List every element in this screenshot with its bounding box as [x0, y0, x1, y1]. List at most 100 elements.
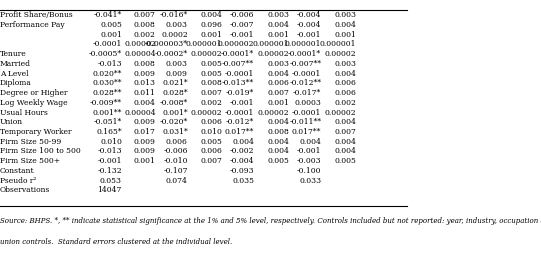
Text: 0.007: 0.007 [267, 89, 289, 97]
Text: 0.030**: 0.030** [93, 79, 122, 87]
Text: Union: Union [0, 118, 23, 126]
Text: -0.007**: -0.007** [289, 60, 321, 68]
Text: 0.033: 0.033 [299, 177, 321, 185]
Text: -0.016*: -0.016* [160, 11, 188, 19]
Text: 0.004: 0.004 [267, 21, 289, 29]
Text: Log Weekly Wage: Log Weekly Wage [0, 99, 68, 107]
Text: 0.00002: 0.00002 [325, 50, 356, 58]
Text: 0.00004: 0.00004 [124, 50, 156, 58]
Text: -0.001: -0.001 [230, 99, 254, 107]
Text: Firm Size 100 to 500: Firm Size 100 to 500 [0, 148, 81, 155]
Text: 0.000001: 0.000001 [285, 40, 321, 48]
Text: 0.096: 0.096 [200, 21, 222, 29]
Text: 0.000001: 0.000001 [320, 40, 356, 48]
Text: -0.013: -0.013 [97, 60, 122, 68]
Text: A Level: A Level [0, 70, 29, 78]
Text: -0.000003*: -0.000003* [145, 40, 188, 48]
Text: 0.004: 0.004 [299, 138, 321, 146]
Text: -0.0001*: -0.0001* [221, 50, 254, 58]
Text: -0.004: -0.004 [297, 11, 321, 19]
Text: 0.000001: 0.000001 [186, 40, 222, 48]
Text: 0.035: 0.035 [232, 177, 254, 185]
Text: 0.000002: 0.000002 [217, 40, 254, 48]
Text: Source: BHPS. *, ** indicate statistical significance at the 1% and 5% level, re: Source: BHPS. *, ** indicate statistical… [0, 217, 541, 225]
Text: 0.003: 0.003 [334, 60, 356, 68]
Text: Degree or Higher: Degree or Higher [0, 89, 68, 97]
Text: 0.004: 0.004 [134, 99, 156, 107]
Text: 0.007: 0.007 [200, 157, 222, 165]
Text: 0.010: 0.010 [100, 138, 122, 146]
Text: 0.007: 0.007 [334, 128, 356, 136]
Text: 0.028**: 0.028** [93, 89, 122, 97]
Text: 0.017**: 0.017** [292, 128, 321, 136]
Text: Married: Married [0, 60, 31, 68]
Text: -0.009**: -0.009** [90, 99, 122, 107]
Text: 0.006: 0.006 [267, 79, 289, 87]
Text: -0.004: -0.004 [230, 157, 254, 165]
Text: 0.006: 0.006 [334, 89, 356, 97]
Text: 0.001: 0.001 [267, 99, 289, 107]
Text: -0.019*: -0.019* [226, 89, 254, 97]
Text: -0.051*: -0.051* [94, 118, 122, 126]
Text: -0.004: -0.004 [297, 21, 321, 29]
Text: 0.009: 0.009 [134, 118, 156, 126]
Text: 0.00002: 0.00002 [258, 108, 289, 116]
Text: -0.012**: -0.012** [289, 79, 321, 87]
Text: 0.004: 0.004 [334, 70, 356, 78]
Text: 0.165*: 0.165* [96, 128, 122, 136]
Text: 0.005: 0.005 [200, 70, 222, 78]
Text: Temporary Worker: Temporary Worker [0, 128, 71, 136]
Text: 0.003: 0.003 [166, 60, 188, 68]
Text: 0.005: 0.005 [100, 21, 122, 29]
Text: 0.007: 0.007 [200, 89, 222, 97]
Text: -0.0005*: -0.0005* [89, 50, 122, 58]
Text: -0.001: -0.001 [297, 148, 321, 155]
Text: 0.004: 0.004 [334, 148, 356, 155]
Text: 0.00004: 0.00004 [124, 108, 156, 116]
Text: 0.004: 0.004 [267, 138, 289, 146]
Text: 0.004: 0.004 [200, 11, 222, 19]
Text: 0.001**: 0.001** [93, 108, 122, 116]
Text: -0.008*: -0.008* [160, 99, 188, 107]
Text: -0.013**: -0.013** [222, 79, 254, 87]
Text: 0.004: 0.004 [334, 118, 356, 126]
Text: 0.003: 0.003 [334, 11, 356, 19]
Text: 0.010: 0.010 [200, 128, 222, 136]
Text: 0.001: 0.001 [134, 157, 156, 165]
Text: 0.007: 0.007 [134, 11, 156, 19]
Text: 14047: 14047 [97, 186, 122, 195]
Text: -0.020*: -0.020* [160, 118, 188, 126]
Text: 0.002: 0.002 [334, 99, 356, 107]
Text: 0.001: 0.001 [100, 31, 122, 39]
Text: Usual Hours: Usual Hours [0, 108, 48, 116]
Text: 0.074: 0.074 [166, 177, 188, 185]
Text: 0.0003: 0.0003 [294, 99, 321, 107]
Text: 0.011: 0.011 [134, 89, 156, 97]
Text: 0.009: 0.009 [134, 70, 156, 78]
Text: 0.00002: 0.00002 [258, 50, 289, 58]
Text: 0.006: 0.006 [200, 148, 222, 155]
Text: -0.012*: -0.012* [226, 118, 254, 126]
Text: 0.00002: 0.00002 [190, 108, 222, 116]
Text: 0.001*: 0.001* [162, 108, 188, 116]
Text: -0.0001: -0.0001 [225, 108, 254, 116]
Text: -0.0001: -0.0001 [292, 108, 321, 116]
Text: 0.003: 0.003 [267, 60, 289, 68]
Text: 0.006: 0.006 [166, 138, 188, 146]
Text: 0.008: 0.008 [134, 60, 156, 68]
Text: 0.017: 0.017 [134, 128, 156, 136]
Text: 0.004: 0.004 [334, 138, 356, 146]
Text: 0.003: 0.003 [267, 11, 289, 19]
Text: -0.041*: -0.041* [94, 11, 122, 19]
Text: -0.0001: -0.0001 [225, 70, 254, 78]
Text: 0.004: 0.004 [267, 118, 289, 126]
Text: -0.0001: -0.0001 [292, 70, 321, 78]
Text: 0.031*: 0.031* [162, 128, 188, 136]
Text: 0.002: 0.002 [134, 31, 156, 39]
Text: 0.021*: 0.021* [162, 79, 188, 87]
Text: Diploma: Diploma [0, 79, 32, 87]
Text: union controls.  Standard errors clustered at the individual level.: union controls. Standard errors clustere… [0, 237, 232, 246]
Text: Observations: Observations [0, 186, 50, 195]
Text: 0.028*: 0.028* [162, 89, 188, 97]
Text: 0.000001: 0.000001 [253, 40, 289, 48]
